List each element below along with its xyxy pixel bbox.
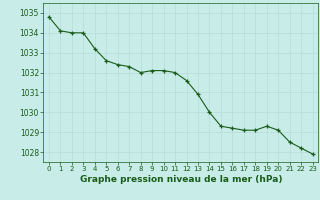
X-axis label: Graphe pression niveau de la mer (hPa): Graphe pression niveau de la mer (hPa) [80, 175, 282, 184]
